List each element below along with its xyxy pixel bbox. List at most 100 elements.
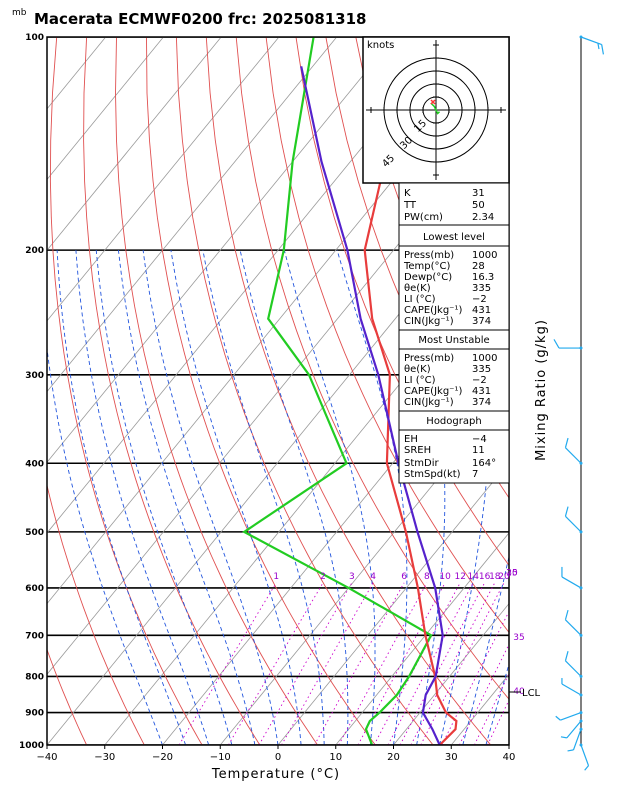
stmspd-label: StmSpd(kt)	[404, 469, 461, 480]
ll-thetae-label: θe(K)	[404, 283, 431, 294]
mixing-ratio-label: 18	[489, 572, 501, 582]
ll-temp-value: 28	[472, 261, 485, 272]
pressure-tick-label: 200	[25, 246, 44, 256]
background-lines	[47, 37, 618, 745]
pressure-tick-label: 1000	[19, 741, 44, 751]
dry-adiabat-line	[49, 37, 203, 745]
x-tick-label: 30	[445, 752, 458, 763]
moist-adiabat-line	[239, 250, 349, 745]
mixing-ratio-line	[420, 582, 505, 745]
moist-adiabat-line	[95, 250, 233, 745]
wind-barb	[561, 678, 583, 697]
pressure-tick-label: 500	[25, 528, 44, 538]
isotherm-line	[219, 390, 509, 745]
mu-press-value: 1000	[472, 353, 497, 364]
pressure-tick-label: 800	[25, 672, 44, 682]
wind-barb	[564, 437, 583, 465]
pressure-tick-label: 300	[25, 371, 44, 381]
ll-dewp-value: 16.3	[472, 272, 494, 283]
mixing-ratio-label: 25	[506, 568, 517, 578]
hodograph-table-header: Hodograph	[426, 416, 481, 427]
mixing-ratio-label: 12	[454, 572, 465, 582]
isotherm-line	[47, 37, 453, 534]
x-tick-label: 10	[329, 752, 342, 763]
dry-adiabat-line	[83, 37, 261, 745]
lowest-level-header: Lowest level	[423, 232, 485, 243]
mixing-ratio-label: 6	[401, 572, 407, 582]
wind-barb	[579, 35, 605, 55]
dry-adiabat-line	[146, 37, 376, 745]
wind-barb	[564, 609, 583, 637]
moist-adiabat-line	[117, 250, 256, 745]
hodograph-units: knots	[367, 40, 394, 51]
ll-cin-value: 374	[472, 316, 491, 327]
parcel-series-line	[300, 66, 444, 745]
wind-barb	[561, 566, 583, 590]
eh-label: EH	[404, 434, 418, 445]
isotherm-line	[277, 461, 509, 745]
wind-barb	[553, 339, 583, 350]
ll-press-value: 1000	[472, 250, 497, 261]
pressure-tick-label: 100	[25, 33, 44, 43]
index-k-label: K	[404, 188, 411, 199]
mixing-ratio-line	[410, 582, 496, 745]
x-tick-label: 20	[387, 752, 400, 763]
pressure-unit-label: mb	[12, 8, 27, 18]
mixing-ratio-line	[441, 610, 509, 745]
x-tick-label: 0	[275, 752, 281, 763]
mu-thetae-value: 335	[472, 364, 491, 375]
moist-adiabat-line	[508, 743, 509, 745]
moist-adiabat-line	[336, 249, 408, 745]
ll-dewp-label: Dewp(°C)	[404, 272, 452, 283]
mixing-ratio-label: 1	[273, 572, 279, 582]
wind-barb	[564, 651, 583, 678]
most-unstable-header: Most Unstable	[418, 335, 489, 346]
dry-adiabat-line	[595, 37, 618, 745]
x-tick-label: −10	[210, 752, 231, 763]
profiles	[242, 37, 458, 745]
isotherm-line	[567, 37, 618, 745]
x-tick-label: −20	[152, 752, 173, 763]
ll-cin-label: CIN(Jkg⁻¹)	[404, 316, 454, 327]
isotherm-line	[104, 249, 509, 745]
wind-barb	[579, 743, 590, 771]
mixing-ratio-label: 30	[506, 568, 518, 578]
isotherm-line	[47, 37, 164, 181]
mu-cape-value: 431	[472, 386, 491, 397]
index-pw-value: 2.34	[472, 212, 494, 223]
pressure-tick-label: 700	[25, 631, 44, 641]
mixing-ratio-label: 3	[349, 572, 355, 582]
dry-adiabat-line	[565, 37, 618, 745]
mixing-ratio-line	[399, 582, 485, 745]
isotherm-line	[47, 37, 280, 322]
moist-adiabat-line	[439, 250, 491, 745]
mixing-ratio-label: 2	[320, 572, 326, 582]
isobars	[47, 37, 509, 745]
mixing-ratio-line	[473, 672, 509, 745]
index-k-value: 31	[472, 188, 485, 199]
isotherm-line	[508, 744, 509, 745]
mixing-ratio-label: 14	[467, 572, 479, 582]
ll-li-label: LI (°C)	[404, 294, 436, 305]
mu-cape-label: CAPE(Jkg⁻¹)	[404, 386, 462, 397]
ll-cape-value: 431	[472, 305, 491, 316]
index-tt-value: 50	[472, 200, 485, 211]
index-tt-label: TT	[403, 200, 417, 211]
dry-adiabat-line	[295, 37, 509, 567]
x-axis-ticks: −40 −30 −20 −10 0 10 20 30 40	[36, 745, 515, 763]
wind-barb	[555, 711, 583, 721]
mixing-ratio-line	[373, 582, 461, 745]
dry-adiabat-line	[235, 37, 509, 700]
moist-adiabat-line	[142, 250, 279, 745]
mixing-ratio-axis-label: Mixing Ratio (g/kg)	[534, 319, 549, 461]
mixing-ratio-label: 8	[424, 572, 430, 582]
mixing-ratio-label: 10	[439, 572, 451, 582]
mu-press-label: Press(mb)	[404, 353, 454, 364]
ll-temp-label: Temp(°C)	[403, 261, 451, 272]
stats-frame	[398, 182, 510, 484]
mixing-ratio-line	[178, 582, 277, 745]
wind-barbs	[553, 35, 605, 771]
wind-barb	[560, 719, 583, 739]
dry-adiabats	[47, 37, 618, 745]
